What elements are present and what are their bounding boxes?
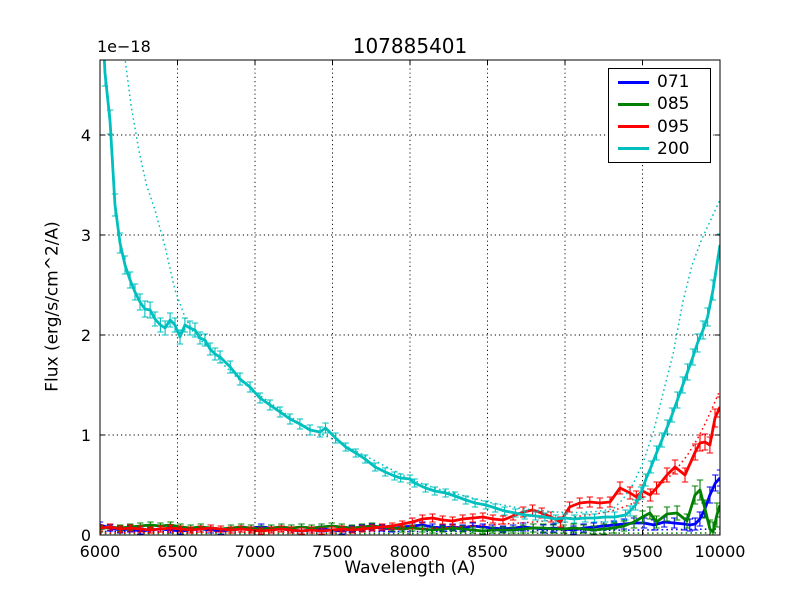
x-tick-label: 6000: [80, 542, 121, 561]
legend-line-sample-071: [618, 80, 649, 84]
line-200: [102, 60, 720, 521]
y-axis-label: Flux (erg/s/cm^2/A): [42, 221, 63, 392]
legend-line-sample-085: [618, 102, 649, 106]
y-tick-label: 3: [81, 226, 91, 245]
legend-label: 085: [657, 94, 690, 115]
x-tick-label: 7500: [312, 542, 353, 561]
x-tick-label: 10000: [695, 542, 746, 561]
x-tick-label: 9000: [545, 542, 586, 561]
legend-entry-071: 071: [609, 73, 710, 91]
series-group: [100, 60, 720, 535]
legend-entry-200: 200: [609, 140, 710, 158]
x-tick-label: 8500: [467, 542, 508, 561]
y-tick-label: 1: [81, 426, 91, 445]
y-tick-label: 2: [81, 326, 91, 345]
legend-line-sample-095: [618, 125, 649, 129]
legend-label: 071: [657, 72, 690, 93]
legend-line-sample-200: [618, 147, 649, 151]
x-axis-label: Wavelength (A): [344, 558, 476, 578]
legend-label: 095: [657, 116, 690, 137]
legend-entry-085: 085: [609, 95, 710, 113]
legend-entry-095: 095: [609, 118, 710, 136]
line-095-model: [100, 389, 720, 534]
y-tick-label: 0: [81, 526, 91, 545]
series-095-model: [100, 389, 720, 534]
tick-labels: 6000 6500 7000 7500 8000 8500 9000 9500 10000 0 1 2…: [80, 126, 746, 561]
tick-marks: [99, 60, 721, 536]
x-tick-label: 7000: [235, 542, 276, 561]
legend-label: 200: [657, 138, 690, 159]
series-200: [101, 60, 720, 524]
x-tick-label: 9500: [622, 542, 663, 561]
y-axis-offset-label: 1e−18: [97, 37, 151, 56]
legend: 071 085 095 200: [608, 68, 711, 163]
y-tick-label: 4: [81, 126, 91, 145]
x-tick-label: 8000: [390, 542, 431, 561]
line-200-model: [124, 60, 720, 514]
plot-title: 107885401: [352, 34, 468, 58]
series-200-model: [124, 60, 720, 514]
x-tick-label: 6500: [157, 542, 198, 561]
